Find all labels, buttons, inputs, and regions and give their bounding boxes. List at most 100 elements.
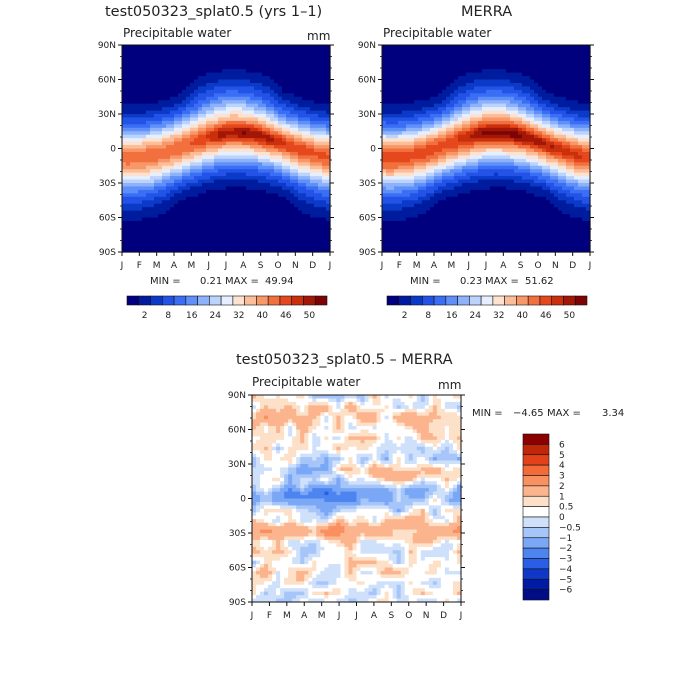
- field-cell: [210, 224, 215, 229]
- field-cell: [466, 110, 471, 115]
- field-cell: [214, 217, 219, 222]
- field-cell: [178, 45, 183, 50]
- field-cell: [230, 148, 235, 153]
- field-cell: [162, 162, 167, 167]
- field-cell: [286, 241, 291, 246]
- field-cell: [122, 186, 127, 191]
- field-cell: [430, 214, 435, 219]
- field-cell: [498, 72, 503, 77]
- field-cell: [166, 176, 171, 181]
- field-cell: [434, 79, 439, 84]
- field-cell: [150, 217, 155, 222]
- field-cell: [150, 138, 155, 143]
- field-cell: [202, 58, 207, 63]
- field-cell: [294, 117, 299, 122]
- field-cell: [170, 176, 175, 181]
- field-cell: [442, 189, 447, 194]
- field-cell: [446, 100, 451, 105]
- field-cell: [150, 131, 155, 136]
- field-cell: [430, 238, 435, 243]
- field-cell: [238, 62, 243, 67]
- field-cell: [206, 169, 211, 174]
- field-cell: [266, 186, 271, 191]
- field-cell: [146, 220, 151, 225]
- field-cell: [310, 207, 315, 212]
- field-cell: [134, 89, 139, 94]
- field-cell: [142, 196, 147, 201]
- field-cell: [130, 176, 135, 181]
- field-cell: [390, 186, 395, 191]
- field-cell: [430, 82, 435, 87]
- field-cell: [158, 172, 163, 177]
- field-cell: [478, 193, 483, 198]
- field-cell: [214, 96, 219, 101]
- field-cell: [478, 189, 483, 194]
- field-cell: [410, 79, 415, 84]
- field-cell: [166, 93, 171, 98]
- field-cell: [190, 48, 195, 53]
- field-cell: [418, 76, 423, 81]
- field-cell: [442, 151, 447, 156]
- colorbar-swatch: [291, 295, 304, 306]
- field-cell: [438, 72, 443, 77]
- field-cell: [386, 169, 391, 174]
- field-cell: [290, 189, 295, 194]
- field-cell: [262, 241, 267, 246]
- field-cell: [410, 117, 415, 122]
- field-cell: [242, 214, 247, 219]
- field-cell: [238, 79, 243, 84]
- field-cell: [482, 120, 487, 125]
- field-cell: [230, 127, 235, 132]
- field-cell: [186, 172, 191, 177]
- field-cell: [234, 248, 239, 253]
- field-cell: [130, 193, 135, 198]
- field-cell: [210, 86, 215, 91]
- field-cell: [490, 65, 495, 70]
- field-cell: [182, 224, 187, 229]
- field-cell: [246, 189, 251, 194]
- field-cell: [258, 69, 263, 74]
- field-cell: [278, 162, 283, 167]
- field-cell: [470, 62, 475, 67]
- field-cell: [234, 82, 239, 87]
- field-cell: [218, 176, 223, 181]
- field-cell: [298, 51, 303, 56]
- field-cell: [290, 134, 295, 139]
- field-cell: [322, 207, 327, 212]
- field-cell: [186, 120, 191, 125]
- field-cell: [446, 196, 451, 201]
- field-cell: [458, 193, 463, 198]
- field-cell: [470, 141, 475, 146]
- field-cell: [162, 186, 167, 191]
- field-cell: [250, 248, 255, 253]
- field-cell: [442, 107, 447, 112]
- field-cell: [170, 65, 175, 70]
- field-cell: [326, 131, 331, 136]
- field-cell: [302, 151, 307, 156]
- field-cell: [450, 117, 455, 122]
- field-cell: [218, 155, 223, 160]
- field-cell: [214, 124, 219, 129]
- field-cell: [462, 231, 467, 236]
- field-cell: [126, 183, 131, 188]
- field-cell: [426, 172, 431, 177]
- field-cell: [322, 117, 327, 122]
- field-cell: [158, 169, 163, 174]
- field-cell: [274, 214, 279, 219]
- field-cell: [234, 127, 239, 132]
- field-cell: [386, 120, 391, 125]
- field-cell: [322, 127, 327, 132]
- field-cell: [422, 76, 427, 81]
- field-cell: [394, 203, 399, 208]
- field-cell: [478, 134, 483, 139]
- field-cell: [146, 62, 151, 67]
- field-cell: [402, 193, 407, 198]
- field-cell: [178, 158, 183, 163]
- field-cell: [186, 169, 191, 174]
- field-cell: [130, 93, 135, 98]
- field-cell: [154, 45, 159, 50]
- field-cell: [262, 76, 267, 81]
- field-cell: [450, 176, 455, 181]
- field-cell: [246, 179, 251, 184]
